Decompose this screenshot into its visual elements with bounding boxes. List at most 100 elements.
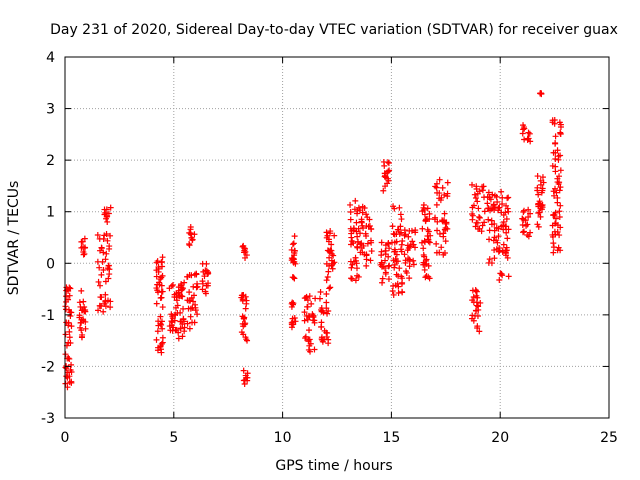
data-point xyxy=(100,249,107,256)
data-point xyxy=(367,237,374,244)
data-point xyxy=(103,230,110,237)
data-point xyxy=(240,315,247,322)
data-point xyxy=(367,257,374,264)
data-point xyxy=(495,233,502,240)
data-point xyxy=(173,297,180,304)
data-point xyxy=(474,324,481,331)
data-point xyxy=(535,223,542,230)
data-point xyxy=(479,187,486,194)
data-point xyxy=(395,273,402,280)
data-point xyxy=(496,247,503,254)
data-point xyxy=(421,266,428,273)
data-point xyxy=(155,318,162,325)
data-point xyxy=(554,179,561,186)
data-point xyxy=(441,210,448,217)
data-point xyxy=(186,325,193,332)
data-point xyxy=(318,324,325,331)
data-point xyxy=(552,209,559,216)
data-point xyxy=(393,251,400,258)
data-point xyxy=(386,245,393,252)
data-point xyxy=(171,312,178,319)
data-point xyxy=(436,176,443,183)
y-tick-label: 3 xyxy=(46,102,55,118)
data-point xyxy=(107,204,114,211)
data-point xyxy=(325,268,332,275)
data-point xyxy=(155,289,162,296)
data-point xyxy=(102,291,109,298)
data-point xyxy=(82,325,89,332)
data-point xyxy=(491,227,498,234)
data-point xyxy=(289,241,296,248)
data-point xyxy=(352,277,359,284)
data-point xyxy=(488,260,495,267)
data-point xyxy=(505,273,512,280)
data-point xyxy=(304,297,311,304)
data-point xyxy=(488,205,495,212)
data-point xyxy=(502,250,509,257)
data-point xyxy=(238,292,245,299)
data-point xyxy=(505,194,512,201)
data-point xyxy=(243,252,250,259)
data-point xyxy=(202,288,209,295)
data-point xyxy=(175,335,182,342)
data-point xyxy=(328,262,335,269)
y-tick-label: 2 xyxy=(46,153,55,169)
data-point xyxy=(441,249,448,256)
data-point xyxy=(439,184,446,191)
data-point xyxy=(354,207,361,214)
data-point xyxy=(199,280,206,287)
data-point xyxy=(191,271,198,278)
data-point xyxy=(537,201,544,208)
data-point xyxy=(382,270,389,277)
data-point xyxy=(385,168,392,175)
data-point xyxy=(306,293,313,300)
data-point xyxy=(186,240,193,247)
data-point xyxy=(78,287,85,294)
data-point xyxy=(191,319,198,326)
data-point xyxy=(410,241,417,248)
x-tick-label: 20 xyxy=(491,430,509,446)
data-point xyxy=(95,278,102,285)
data-point xyxy=(157,313,164,320)
data-point xyxy=(105,275,112,282)
data-point xyxy=(242,372,249,379)
data-point xyxy=(503,223,510,230)
data-point xyxy=(433,249,440,256)
data-point xyxy=(552,155,559,162)
data-point xyxy=(159,304,166,311)
data-point xyxy=(378,252,385,259)
data-point xyxy=(169,315,176,322)
data-point xyxy=(486,256,493,263)
y-axis-label: SDTVAR / TECUs xyxy=(6,181,22,296)
data-point xyxy=(348,264,355,271)
data-point xyxy=(494,199,501,206)
data-point xyxy=(470,202,477,209)
data-point xyxy=(521,125,528,132)
data-point xyxy=(63,287,70,294)
data-point xyxy=(522,217,529,224)
data-point xyxy=(301,317,308,324)
data-point xyxy=(487,196,494,203)
data-point xyxy=(495,207,502,214)
data-point xyxy=(557,202,564,209)
axis-ticks: 0 5 10 15 20 25 -3 -2 -1 0 1 2 3 4 xyxy=(41,50,618,446)
data-point xyxy=(526,130,533,137)
data-point xyxy=(306,327,313,334)
data-point xyxy=(525,213,532,220)
data-point xyxy=(358,218,365,225)
data-point xyxy=(291,275,298,282)
data-point xyxy=(549,222,556,229)
data-point xyxy=(323,234,330,241)
data-point xyxy=(158,321,165,328)
data-point xyxy=(394,258,401,265)
data-point xyxy=(205,280,212,287)
data-point xyxy=(406,263,413,270)
data-point xyxy=(491,255,498,262)
data-point xyxy=(424,232,431,239)
data-point xyxy=(404,242,411,249)
data-point xyxy=(554,147,561,154)
data-point xyxy=(438,194,445,201)
data-point xyxy=(382,257,389,264)
data-point xyxy=(469,210,476,217)
data-point xyxy=(486,236,493,243)
